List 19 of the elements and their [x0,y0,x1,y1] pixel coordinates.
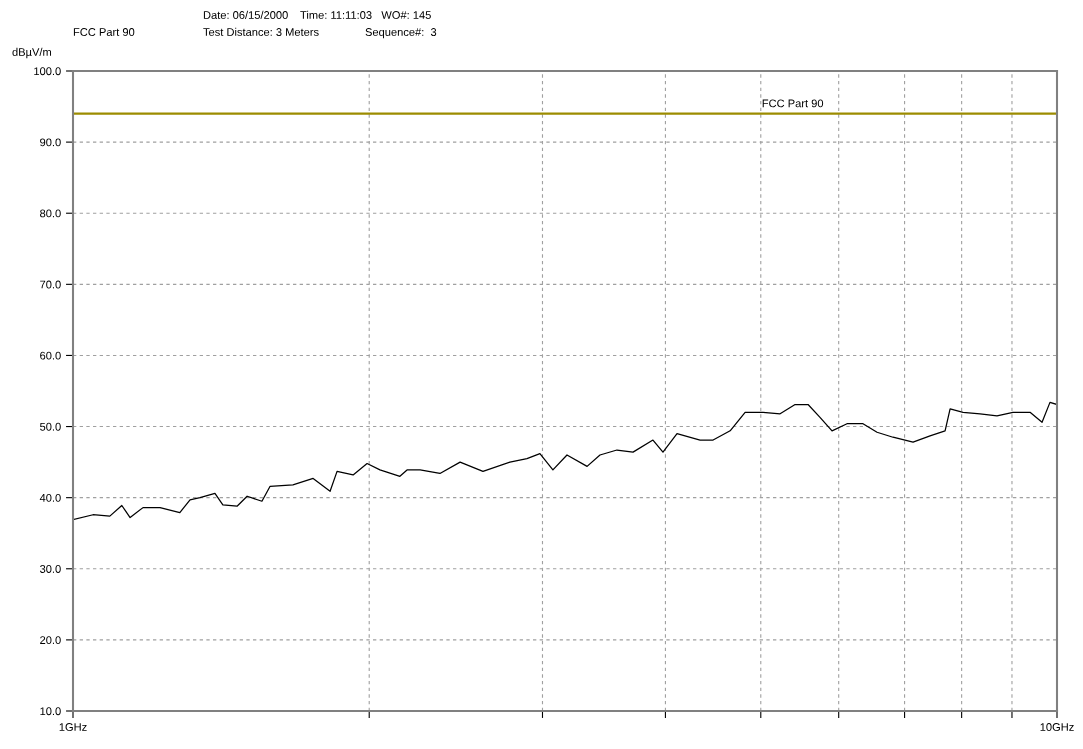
y-tick-label: 40.0 [39,493,61,502]
ref-line-label: FCC Part 90 [762,99,824,108]
y-tick-label: 20.0 [40,636,61,645]
text: Time: 11:11:03 WO#: 145 [300,10,431,19]
text: Date: 06/15/2000 [203,10,288,19]
y-tick-label: 100.0 [34,67,61,76]
text: Sequence#: 3 [365,28,437,39]
y-tick-label: 90.0 [40,138,61,147]
y-tick-label: 80.0 [40,209,61,218]
text: FCC Part 90 [73,28,135,36]
x-tick-label: 10GHz [1040,723,1074,731]
x-tick-label: 1GHz [59,723,87,731]
y-tick-label: 60.0 [40,351,61,360]
y-axis-title: dBµV/m [12,47,52,59]
text: Test Distance: 3 Meters [203,27,319,36]
y-tick-label: 10.0 [40,707,61,716]
y-tick-label: 30.0 [39,565,61,573]
y-tick-label: 70.0 [40,280,61,289]
y-tick-label: 50.0 [40,422,61,431]
